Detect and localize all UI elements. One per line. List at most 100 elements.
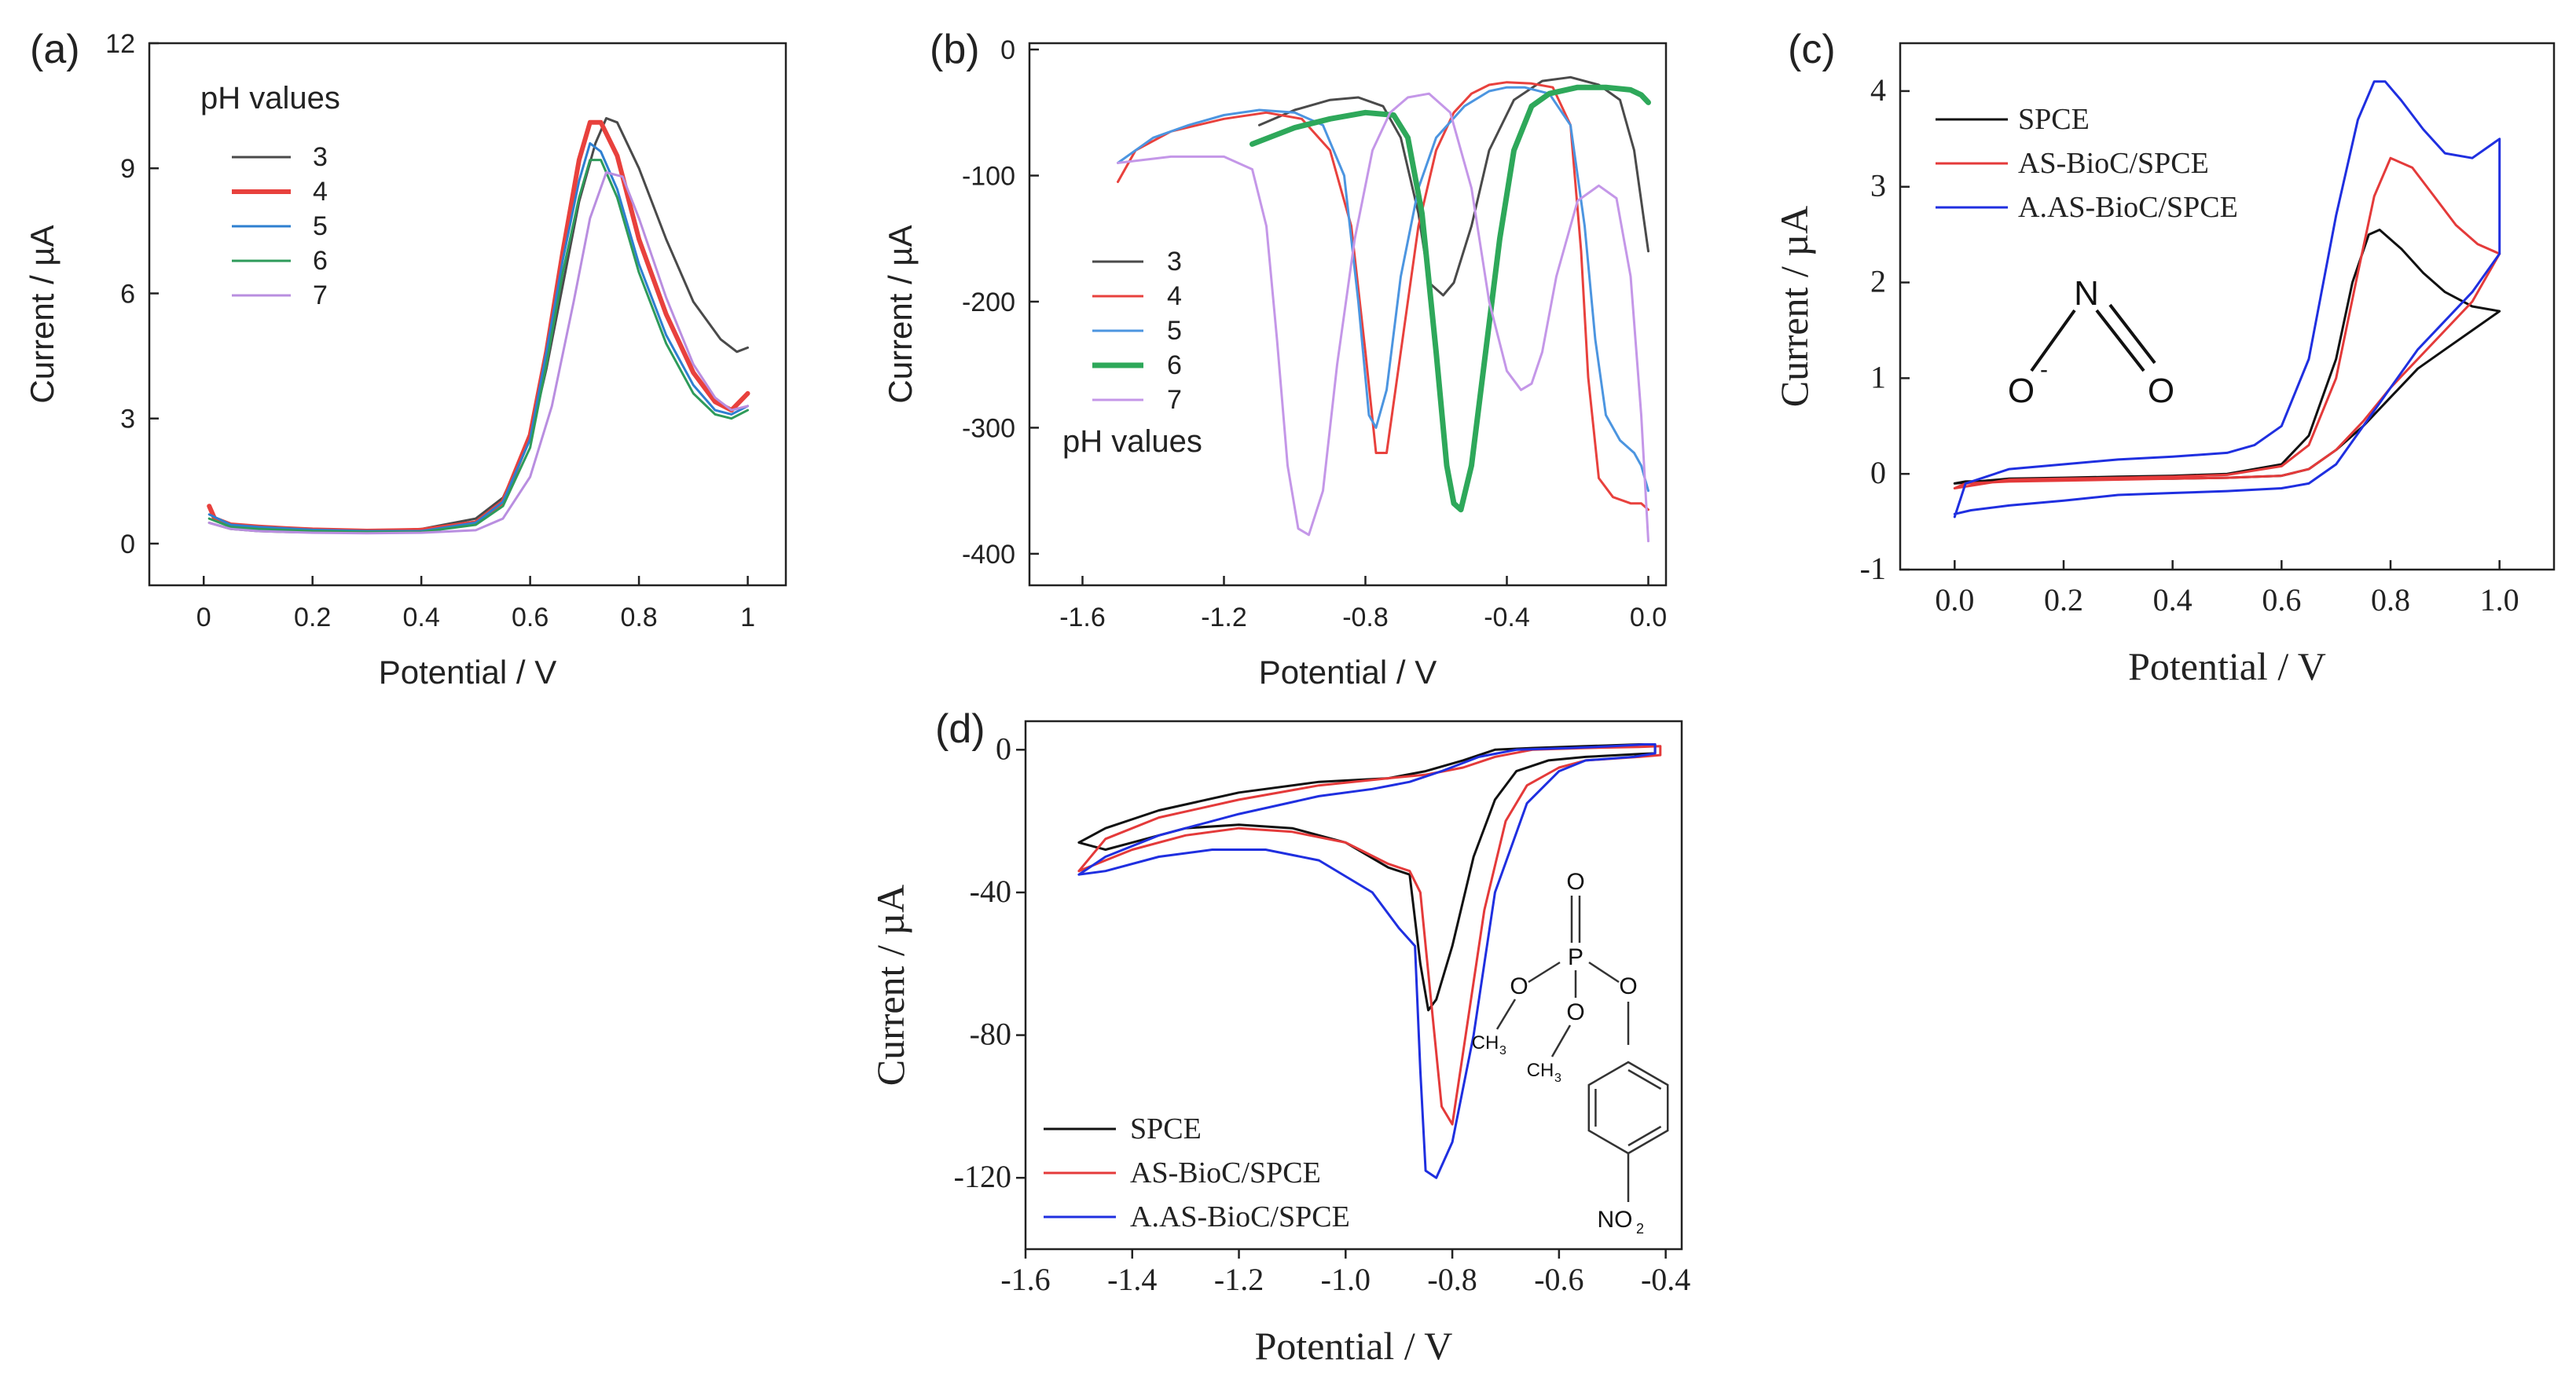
y-tick-label: 0: [1870, 455, 1886, 490]
panel-a: (a) 0 0.2 0.4 0.6 0.8 1 0 3 6 9 12 Potential / V Curr…: [24, 27, 787, 691]
plot-frame: [1024, 720, 1683, 1251]
y-tick-label: 2: [1870, 264, 1886, 299]
y-tick-label: 9: [120, 154, 135, 184]
legend-label: AS-BioC/SPCE: [2018, 147, 2209, 180]
y-tick-label: -40: [970, 874, 1011, 909]
legend-title: pH values: [200, 81, 340, 115]
series-line-AS-BioC/SPCE: [1077, 745, 1662, 1126]
x-axis-label: Potential / V: [379, 654, 556, 691]
atom-label: N: [2074, 274, 2099, 313]
series-group: [1117, 75, 1651, 543]
y-tick-label: -200: [962, 288, 1015, 317]
panel-label: (a): [30, 27, 80, 72]
legend-b: 3 4 5 6 7 pH values: [1062, 247, 1202, 459]
series-line-3: [1258, 75, 1649, 297]
x-tick-label: 0.8: [2371, 582, 2410, 618]
charge-label: -: [2040, 357, 2048, 383]
double-bond: [1627, 1068, 1662, 1090]
legend-title: pH values: [1062, 424, 1202, 459]
series-group: [207, 117, 750, 535]
bond: [1588, 961, 1620, 984]
legend-label: AS-BioC/SPCE: [1130, 1156, 1321, 1189]
y-axis-label: Current / µA: [1772, 206, 1816, 408]
series-group: [1953, 80, 2501, 519]
y-tick-label: 4: [1870, 72, 1886, 108]
legend-d: SPCE AS-BioC/SPCE A.AS-BioC/SPCE: [1044, 1112, 1350, 1233]
legend-label: 6: [313, 246, 328, 276]
atom-label: O: [1510, 973, 1528, 999]
bond: [2108, 303, 2156, 365]
y-tick-label: -300: [962, 413, 1015, 443]
panel-d: (d) -1.6 -1.4 -1.2 -1.0 -0.8 -0.6 -0.4 0 -40 -80 -1…: [868, 706, 1690, 1368]
atom-label: O: [2148, 372, 2174, 410]
atom-label: O: [1566, 999, 1584, 1025]
series-line-3: [207, 117, 749, 534]
subscript: 3: [1499, 1044, 1506, 1057]
series-line-7: [207, 171, 749, 535]
legend-label: 7: [1167, 385, 1182, 415]
x-tick-label: -1.6: [1000, 1262, 1050, 1297]
series-line-4: [207, 119, 750, 533]
y-tick-label: 1: [1870, 359, 1886, 394]
y-tick-label: 6: [120, 279, 135, 309]
x-tick-label: 0.6: [2262, 582, 2301, 618]
legend-label: 5: [1167, 316, 1182, 346]
legend-label: A.AS-BioC/SPCE: [1130, 1200, 1350, 1233]
x-tick-label: -0.8: [1427, 1262, 1477, 1297]
legend-label: SPCE: [2018, 103, 2090, 136]
x-tick-label: 0.0: [1630, 603, 1667, 632]
x-tick-label: 0.2: [294, 603, 331, 632]
subscript: 2: [1636, 1221, 1644, 1237]
series-line-6: [1249, 84, 1651, 513]
legend-label: 3: [1167, 247, 1182, 277]
x-tick-label: 0.8: [620, 603, 657, 632]
series-group: [1077, 743, 1662, 1179]
y-tick-label: 0: [120, 530, 135, 559]
plot-frame: [1899, 42, 2556, 571]
x-tick-label: -1.4: [1107, 1262, 1157, 1297]
x-tick-label: 0: [196, 603, 211, 632]
legend-label: 4: [313, 177, 328, 207]
series-line-A.AS-BioC/SPCE: [1953, 80, 2501, 519]
x-axis-label: Potential / V: [1255, 1324, 1453, 1368]
legend-label: 5: [313, 211, 328, 241]
panel-b: (b) -1.6 -1.2 -0.8 -0.4 0.0 0 -100 -200 -300 -400 P…: [882, 27, 1668, 691]
legend-c: SPCE AS-BioC/SPCE A.AS-BioC/SPCE: [1936, 103, 2238, 224]
benzene-ring: [1587, 1061, 1669, 1155]
panel-label: (d): [935, 706, 985, 752]
bond: [2095, 309, 2145, 372]
atom-label: P: [1568, 944, 1583, 970]
atom-label: O: [1619, 973, 1637, 999]
x-axis-label: Potential / V: [1259, 654, 1437, 691]
x-tick-label: -0.6: [1534, 1262, 1583, 1297]
x-tick-label: 0.4: [403, 603, 440, 632]
y-tick-label: -1: [1860, 551, 1886, 586]
y-tick-label: -100: [962, 161, 1015, 191]
atom-label: O: [1566, 869, 1584, 895]
x-tick-label: -0.4: [1484, 603, 1530, 632]
y-tick-label: -80: [970, 1017, 1011, 1052]
legend-label: A.AS-BioC/SPCE: [2018, 191, 2238, 224]
atom-label: CH: [1472, 1032, 1499, 1054]
x-tick-label: 0.6: [512, 603, 549, 632]
bond: [1550, 1024, 1572, 1057]
x-tick-label: -1.6: [1059, 603, 1106, 632]
nitrite-structure: NO-O: [2008, 274, 2174, 410]
nitro-label: NO: [1598, 1207, 1633, 1233]
y-axis-label: Current / µA: [868, 885, 912, 1087]
subscript: 3: [1554, 1072, 1561, 1085]
series-line-4: [1117, 81, 1649, 511]
x-tick-label: -1.2: [1201, 603, 1247, 632]
y-tick-label: 0: [1000, 35, 1015, 65]
series-line-7: [1117, 92, 1649, 543]
legend-label: 4: [1167, 281, 1182, 311]
x-axis-label: Potential / V: [2128, 644, 2326, 688]
y-axis-label: Current / µA: [24, 225, 61, 403]
legend-a: pH values 3 4 5 6 7: [200, 81, 340, 310]
legend-label: 3: [313, 142, 328, 172]
atom-label: O: [2008, 372, 2035, 410]
x-tick-label: 1: [740, 603, 755, 632]
panel-c: (c) 0.0 0.2 0.4 0.6 0.8 1.0 -1 0 1 2 3 4 Potential / …: [1772, 27, 2556, 688]
y-tick-label: 3: [120, 405, 135, 434]
